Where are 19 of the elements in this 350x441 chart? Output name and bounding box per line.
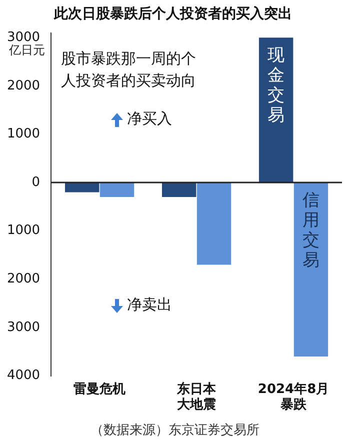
y-tick-label: 0 xyxy=(32,174,40,190)
series-label: 信用交易 xyxy=(302,190,320,270)
text: （数据来源）东京证券交易所 xyxy=(90,422,260,438)
y-tick-label: 2000 xyxy=(6,272,40,287)
x-tick-label: 雷曼危机 xyxy=(74,382,126,397)
y-tick-label: 2000 xyxy=(6,78,40,94)
x-tick-label: 2024年8月暴跌 xyxy=(258,382,330,413)
annotation: 股市暴跌那一周的个人投资者的买卖动向 xyxy=(61,49,196,90)
annotation: 净买入 xyxy=(127,110,172,128)
y-tick-label: 3000 xyxy=(6,320,40,335)
chart-title: 此次日股暴跌后个人投资者的买入突出 xyxy=(53,5,292,22)
x-tick-label: 东日本大地震 xyxy=(176,380,218,413)
y-tick-label: 1000 xyxy=(6,223,40,238)
y-tick-label: 1000 xyxy=(6,126,40,142)
annotation: 净卖出 xyxy=(127,296,172,314)
y-tick-label: 4000 xyxy=(6,368,40,384)
y-tick-label: 3000 xyxy=(6,30,40,46)
y-axis-title: 亿日元 xyxy=(8,42,46,57)
series-label: 现金交易 xyxy=(268,46,285,126)
